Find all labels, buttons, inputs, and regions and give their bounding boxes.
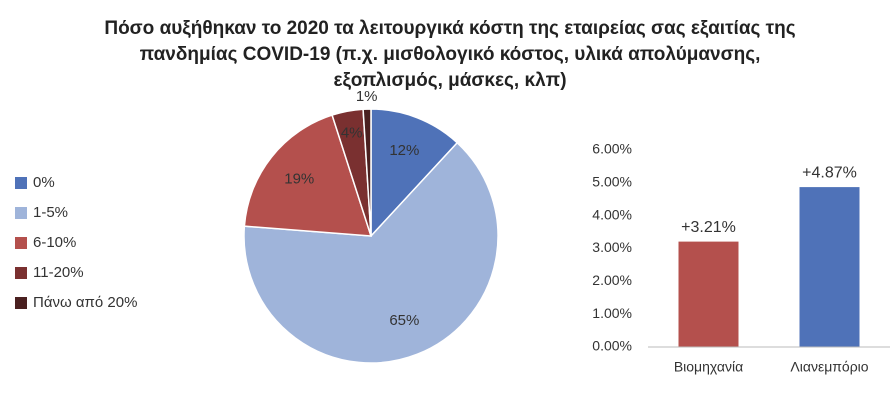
legend-swatch	[15, 297, 27, 309]
y-tick-label: 0.00%	[592, 338, 632, 354]
legend-label: 1-5%	[33, 204, 68, 221]
y-tick-label: 6.00%	[592, 141, 632, 157]
data-label: 4%	[341, 125, 363, 142]
data-label: 1%	[356, 88, 378, 105]
legend-swatch	[15, 237, 27, 249]
legend-swatch	[15, 267, 27, 279]
y-tick-label: 4.00%	[592, 206, 632, 222]
pie-slice	[370, 108, 459, 238]
legend-label: Πάνω από 20%	[33, 294, 137, 311]
data-label: 19%	[284, 170, 314, 187]
data-label: 12%	[389, 142, 419, 159]
y-tick-label: 2.00%	[592, 272, 632, 288]
legend-label: 0%	[33, 174, 55, 191]
x-tick-label: Λιανεμπόριο	[790, 359, 868, 375]
legend-swatch	[15, 177, 27, 189]
legend-label: 11-20%	[33, 264, 84, 281]
legend-label: 6-10%	[33, 234, 76, 251]
legend-swatch	[15, 207, 27, 219]
chart-title: Πόσο αυξήθηκαν το 2020 τα λειτουργικά κό…	[104, 18, 796, 91]
y-tick-label: 5.00%	[592, 174, 632, 190]
pie-slice	[243, 114, 373, 237]
pie-slice	[362, 108, 372, 237]
data-label: 65%	[389, 312, 419, 329]
y-tick-label: 3.00%	[592, 239, 632, 255]
x-tick-label: Βιομηχανία	[674, 359, 743, 375]
y-tick-label: 1.00%	[592, 305, 632, 321]
bar	[799, 187, 860, 347]
bar	[678, 241, 739, 347]
data-label: +4.87%	[802, 164, 857, 181]
pie-slice	[243, 141, 499, 364]
data-label: +3.21%	[681, 219, 736, 236]
